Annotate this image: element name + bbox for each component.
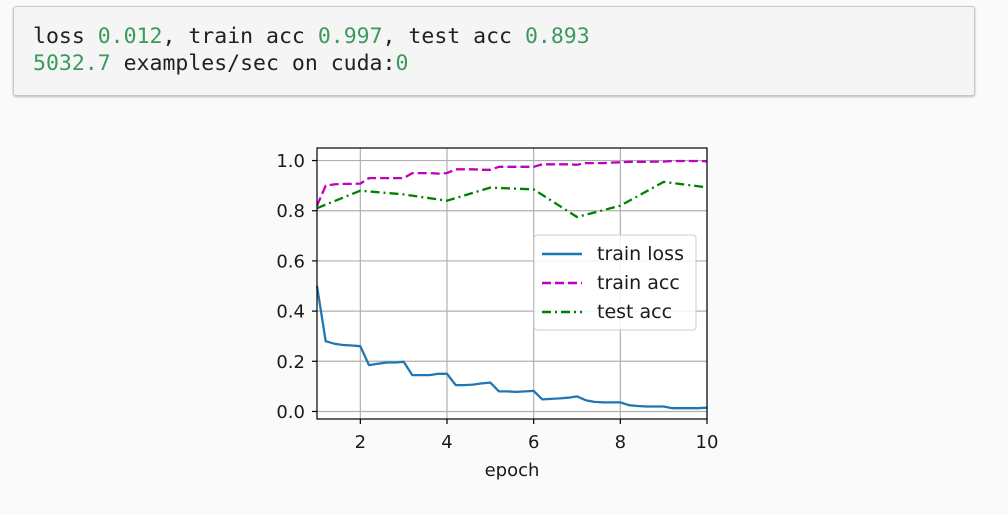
output-box: loss 0.012, train acc 0.997, test acc 0.… xyxy=(13,6,975,96)
x-tick-label: 10 xyxy=(696,432,719,453)
legend-box xyxy=(533,234,697,331)
y-tick-label: 0.6 xyxy=(276,251,305,272)
plot-frame xyxy=(316,147,708,420)
legend-label-train-loss: train loss xyxy=(597,243,684,265)
y-tick-label: 0.4 xyxy=(276,302,305,323)
legend: train loss train acc test acc xyxy=(533,234,697,331)
test-acc-label: , test acc xyxy=(382,24,525,49)
series-line-test-acc xyxy=(316,180,708,219)
speed-value: 5032.7 xyxy=(33,51,111,76)
series-line-train-loss xyxy=(315,285,708,410)
x-tick-label: 2 xyxy=(355,432,366,453)
y-tick-label: 0.2 xyxy=(276,352,305,373)
legend-label-test-acc: test acc xyxy=(597,301,672,323)
train-acc-value: 0.997 xyxy=(317,24,383,49)
legend-label-train-acc: train acc xyxy=(597,272,680,294)
test-acc-value: 0.893 xyxy=(524,24,590,49)
axis-ticks: 2 4 6 8 10 0.0 0.2 0.4 0.6 0.8 1.0 xyxy=(276,151,718,453)
x-tick-label: 4 xyxy=(441,432,452,453)
x-tick-label: 8 xyxy=(615,432,626,453)
series-lines xyxy=(315,159,708,410)
y-tick-label: 1.0 xyxy=(276,151,305,172)
train-acc-label: , train acc xyxy=(162,24,318,49)
x-axis-label: epoch xyxy=(485,460,540,481)
loss-label: loss xyxy=(33,24,98,49)
y-tick-label: 0.0 xyxy=(276,402,305,423)
device-index: 0 xyxy=(395,51,409,76)
loss-value: 0.012 xyxy=(97,24,163,49)
training-log: loss 0.012, train acc 0.997, test acc 0.… xyxy=(33,23,590,77)
speed-label: examples/sec on cuda: xyxy=(110,51,396,76)
x-tick-label: 6 xyxy=(528,432,539,453)
y-tick-label: 0.8 xyxy=(276,201,305,222)
series-line-train-acc xyxy=(315,159,708,207)
